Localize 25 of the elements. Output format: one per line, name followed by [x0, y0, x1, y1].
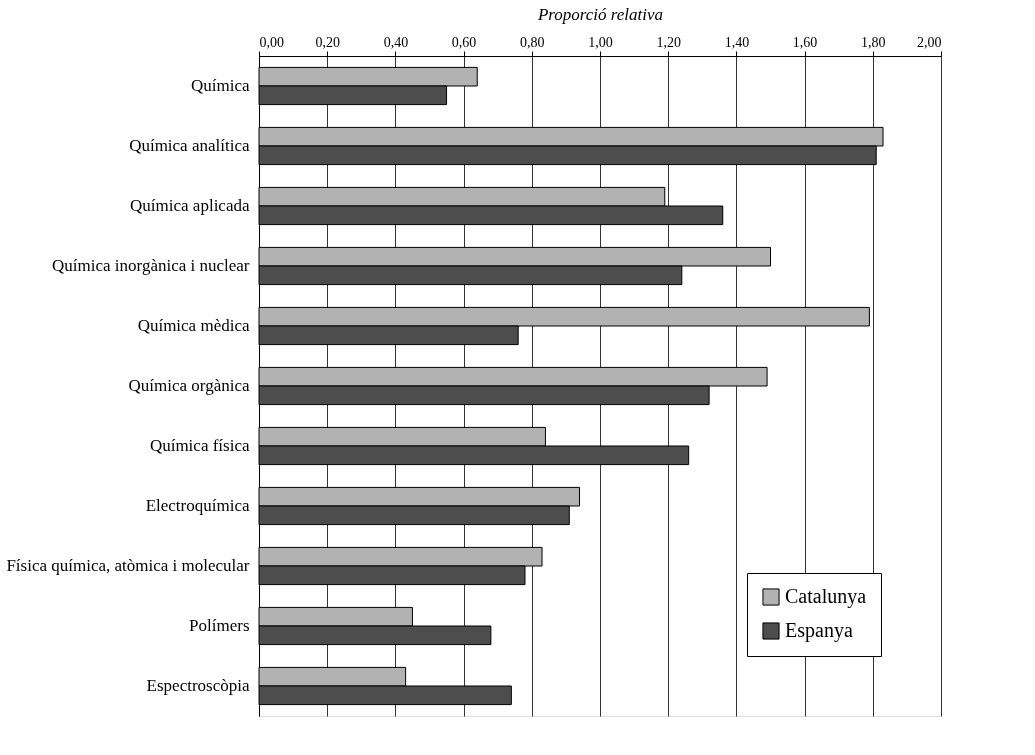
x-tick-label: 1,80: [861, 34, 886, 50]
x-tick-label: 0,20: [315, 34, 340, 50]
y-tick-label: Química analítica: [129, 136, 250, 155]
y-tick-label: Espectroscòpia: [146, 676, 250, 695]
legend-label: Espanya: [785, 619, 853, 642]
y-tick-label: Química mèdica: [137, 316, 250, 335]
x-tick-label: 0,80: [520, 34, 545, 50]
x-tick-label: 1,40: [724, 34, 750, 50]
x-tick-label: 0,40: [383, 34, 409, 50]
x-tick-label: 1,00: [588, 34, 613, 50]
y-tick-label: Física química, atòmica i molecular: [6, 556, 250, 575]
y-tick-label: Electroquímica: [145, 496, 250, 515]
legend-label: Catalunya: [785, 585, 867, 608]
x-tick-label: 2,00: [917, 34, 942, 50]
y-tick-label: Química física: [149, 436, 250, 455]
y-tick-label: Química orgànica: [128, 376, 250, 395]
x-tick-label: 0,00: [259, 34, 284, 50]
y-tick-label: Química inorgànica i nuclear: [52, 256, 250, 275]
y-tick-label: Química aplicada: [130, 196, 250, 215]
x-tick-label: 1,60: [792, 34, 818, 50]
x-tick-label: 0,60: [451, 34, 477, 50]
x-axis-title: Proporció relativa: [536, 4, 664, 24]
x-tick-label: 1,20: [656, 34, 681, 50]
y-tick-label: Química: [190, 76, 250, 95]
y-tick-label: Polímers: [189, 616, 250, 635]
